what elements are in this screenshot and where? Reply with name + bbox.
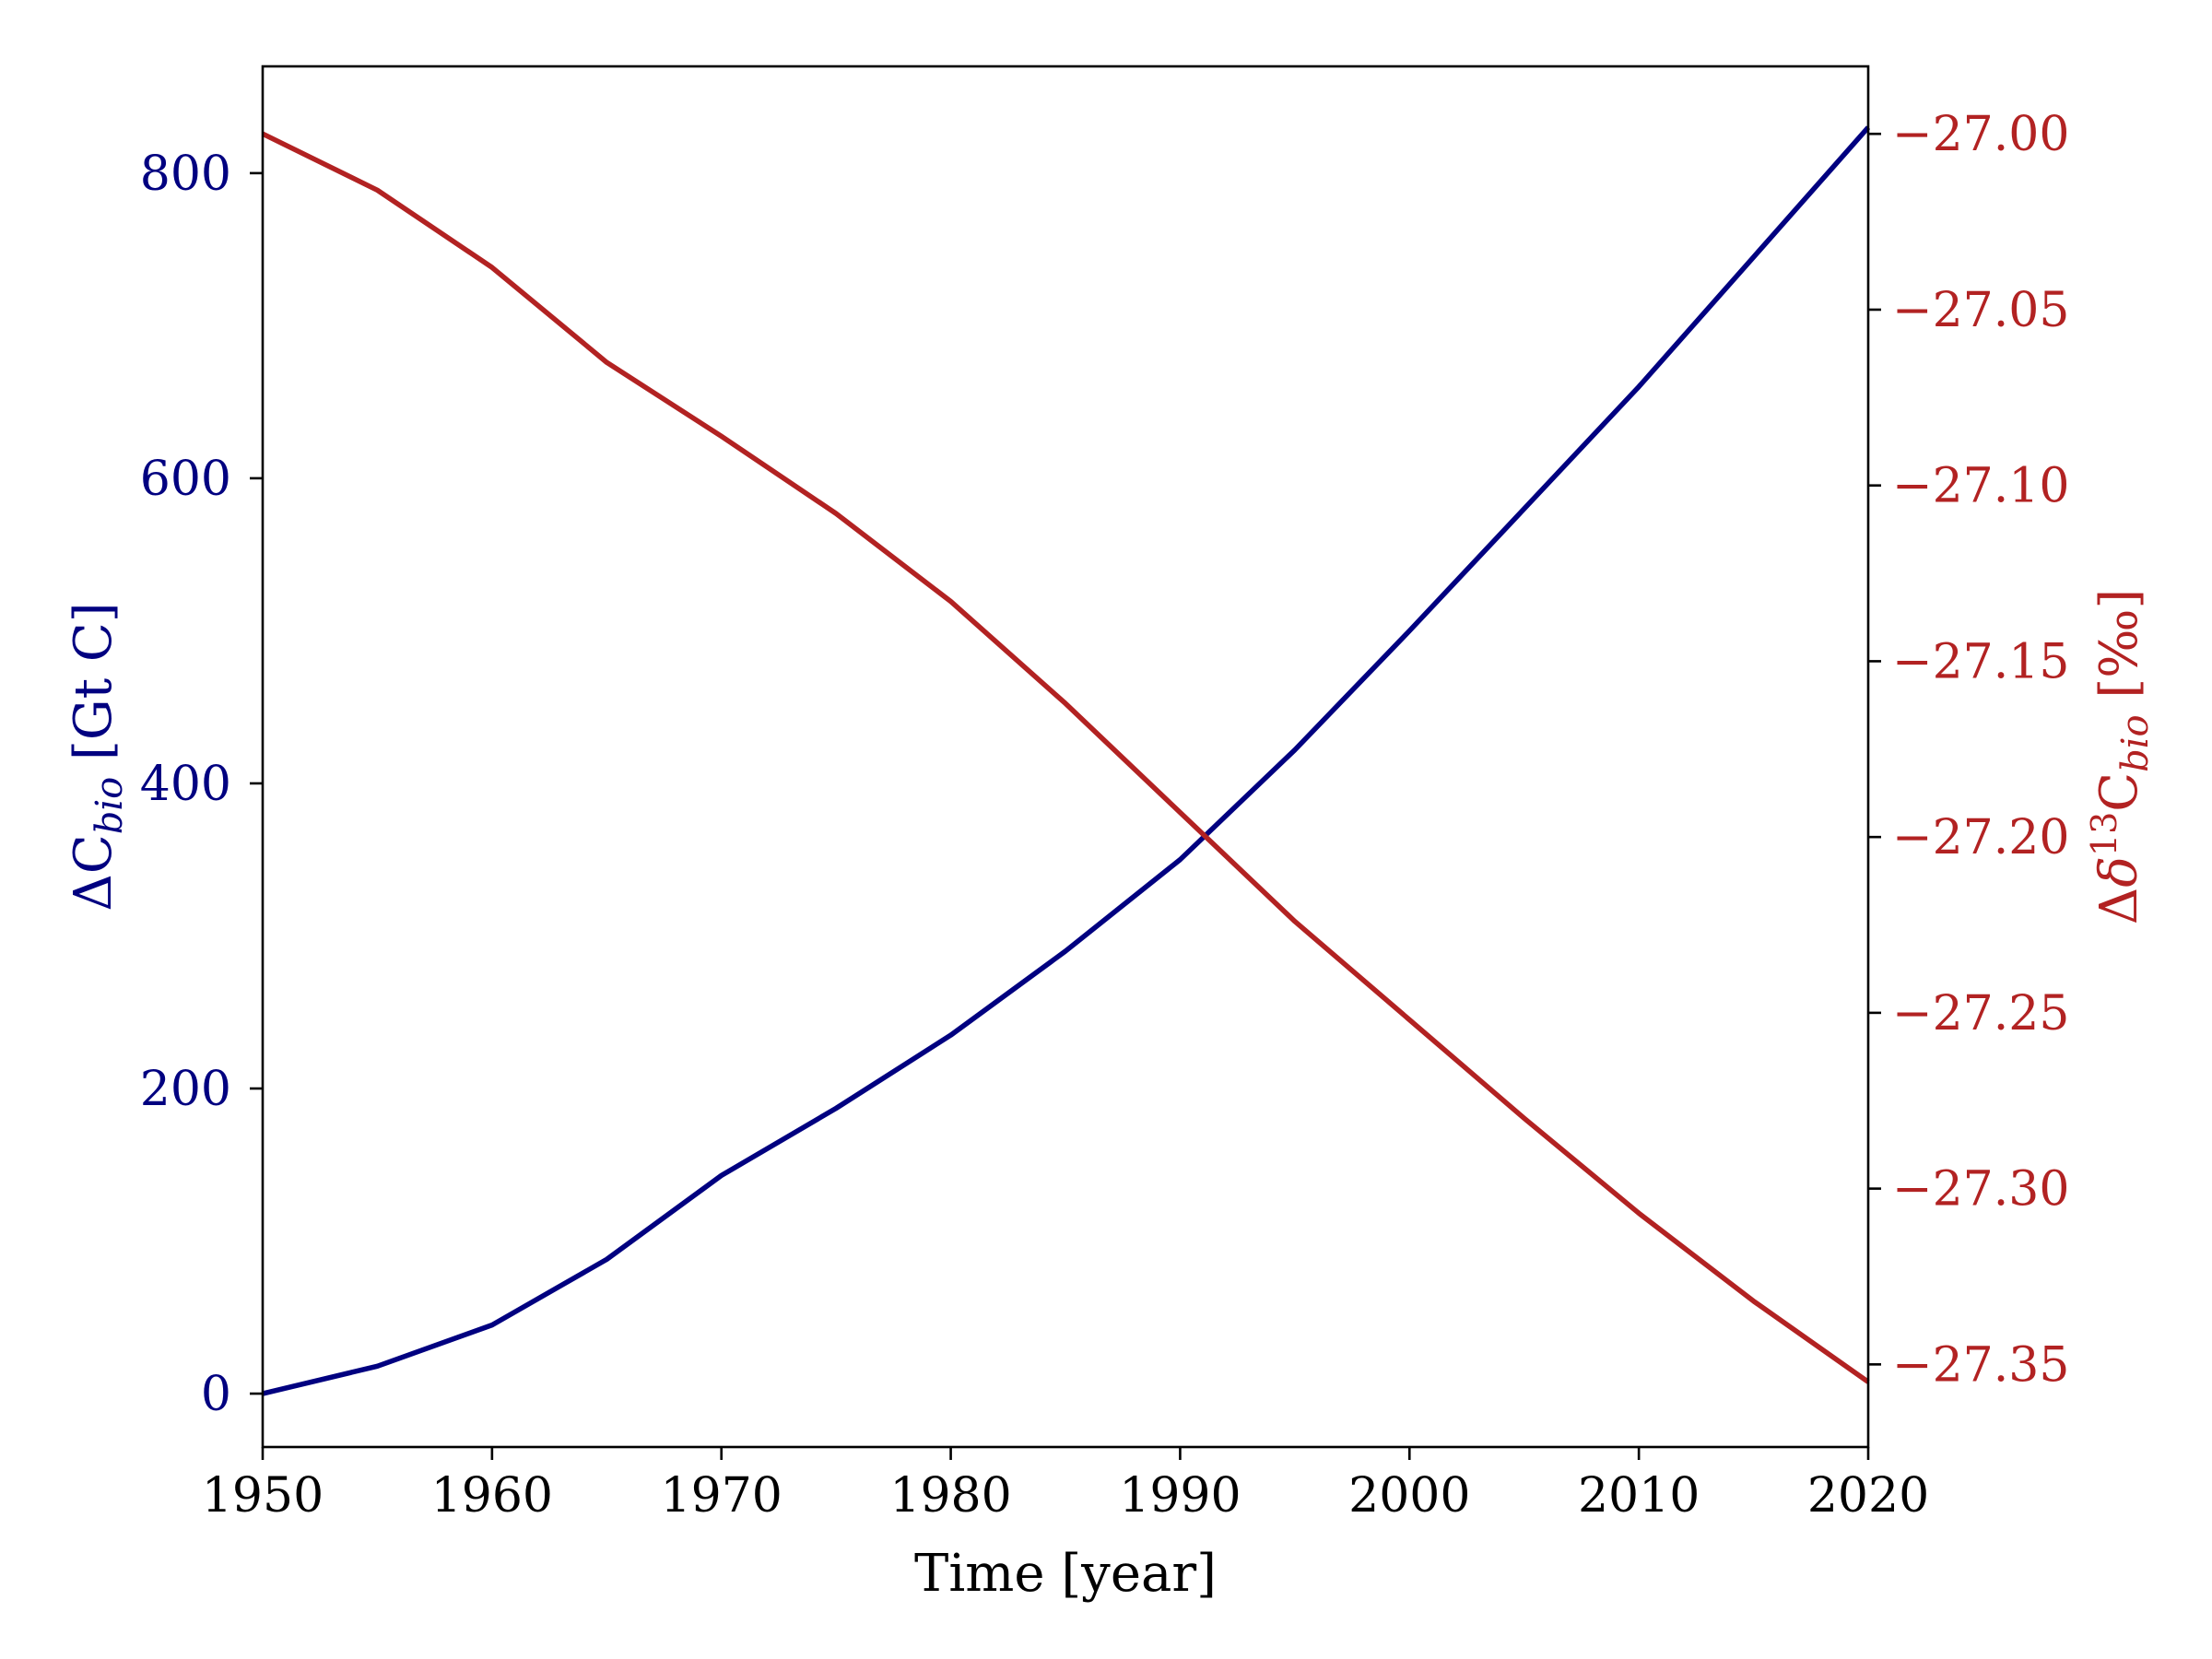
series-layer bbox=[261, 125, 1871, 1396]
ticks-layer: 1950 1960 1970 1980 1990 2000 2010 2020 0 200 400 6… bbox=[140, 107, 2070, 1524]
y-right-tick-label: −27.05 bbox=[1892, 283, 2069, 338]
y-right-tick-label: −27.10 bbox=[1892, 459, 2069, 514]
y-right-tick-label: −27.00 bbox=[1892, 107, 2069, 162]
plot-frame bbox=[261, 65, 1870, 1449]
x-tick-label: 1970 bbox=[661, 1468, 782, 1524]
x-tick-label: 1960 bbox=[431, 1468, 553, 1524]
y-right-tick-label: −27.15 bbox=[1892, 634, 2069, 689]
y-left-tick-label: 0 bbox=[201, 1367, 231, 1422]
x-tick-label: 2010 bbox=[1578, 1468, 1700, 1524]
y-left-tick-label: 200 bbox=[140, 1062, 231, 1117]
y-right-tick-label: −27.30 bbox=[1892, 1162, 2069, 1218]
x-tick-label: 2020 bbox=[1807, 1468, 1929, 1524]
y-right-tick-label: −27.35 bbox=[1892, 1337, 2069, 1393]
y-axis-title-left: ΔCbio [Gt C] bbox=[64, 602, 131, 911]
y-left-tick-label: 600 bbox=[140, 452, 231, 507]
y-right-tick-label: −27.20 bbox=[1892, 810, 2069, 865]
y-right-tick-label: −27.25 bbox=[1892, 986, 2069, 1041]
x-axis-title: Time [year] bbox=[914, 1544, 1217, 1604]
x-tick-label: 1980 bbox=[889, 1468, 1011, 1524]
y-axis-title-right: Δδ13Cbio [‰] bbox=[2084, 589, 2157, 925]
y-left-tick-label: 800 bbox=[140, 147, 231, 202]
x-tick-label: 1950 bbox=[202, 1468, 324, 1524]
x-tick-label: 2000 bbox=[1348, 1468, 1470, 1524]
series-line-delta-c-bio bbox=[262, 125, 1871, 1396]
x-tick-label: 1990 bbox=[1119, 1468, 1241, 1524]
y-left-tick-label: 400 bbox=[140, 757, 231, 812]
series-line-delta-delta13c-bio bbox=[261, 131, 1870, 1384]
